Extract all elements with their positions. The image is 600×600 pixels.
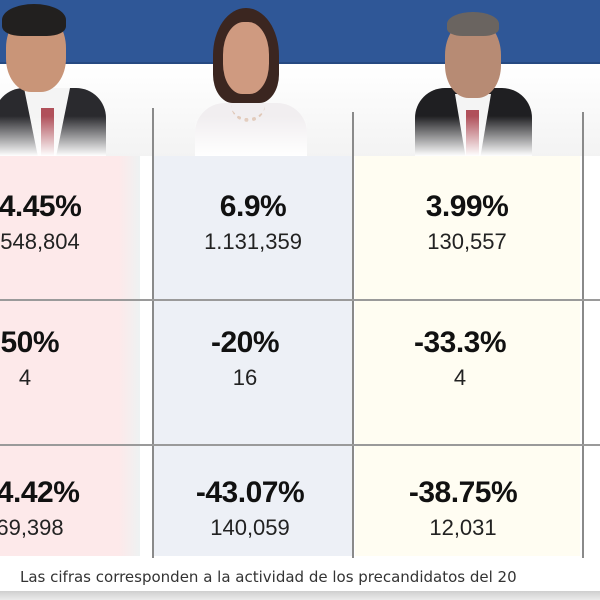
candidate-2-photo — [195, 8, 307, 156]
percent-value: 6.9% — [219, 190, 287, 223]
percent-value: 44.42% — [0, 476, 80, 509]
column-3-background — [355, 156, 580, 556]
candidate-3-photo — [415, 10, 532, 156]
column-divider — [582, 112, 584, 558]
bottom-shadow — [0, 591, 600, 600]
stat-cell: -50% 4 — [0, 326, 115, 392]
count-value: 1.131,359 — [204, 229, 302, 254]
percent-value: -43.07% — [195, 476, 305, 509]
count-value: 12,031 — [429, 515, 497, 540]
stat-cell: 44.42% 69,398 — [0, 476, 140, 542]
candidate-1-photo — [0, 0, 106, 156]
column-1-background — [0, 156, 140, 556]
count-value: 16 — [232, 365, 258, 390]
stat-cell: 4.45% 548,804 — [0, 190, 140, 256]
header-band — [0, 0, 600, 64]
stat-cell: -20% 16 — [145, 326, 345, 392]
count-value: 4 — [18, 365, 32, 390]
stat-cell: -43.07% 140,059 — [150, 476, 350, 542]
percent-value: 3.99% — [425, 190, 509, 223]
row-divider — [0, 299, 600, 301]
stat-cell: 3.99% 130,557 — [367, 190, 567, 256]
stat-cell: 6.9% 1.131,359 — [153, 190, 353, 256]
percent-value: 4.45% — [0, 190, 82, 223]
count-value: 4 — [453, 365, 467, 390]
percent-value: -38.75% — [408, 476, 518, 509]
count-value: 130,557 — [427, 229, 507, 254]
column-2-background — [153, 156, 353, 556]
footnote: Las cifras corresponden a la actividad d… — [0, 563, 600, 591]
column-divider — [352, 112, 354, 558]
column-divider — [152, 108, 154, 558]
count-value: 548,804 — [0, 229, 80, 254]
stat-cell: -33.3% 4 — [360, 326, 560, 392]
percent-value: -33.3% — [413, 326, 507, 359]
count-value: 140,059 — [210, 515, 290, 540]
percent-value: -50% — [0, 326, 60, 359]
stat-cell: -38.75% 12,031 — [363, 476, 563, 542]
percent-value: -20% — [210, 326, 280, 359]
row-divider — [0, 444, 600, 446]
count-value: 69,398 — [0, 515, 64, 540]
